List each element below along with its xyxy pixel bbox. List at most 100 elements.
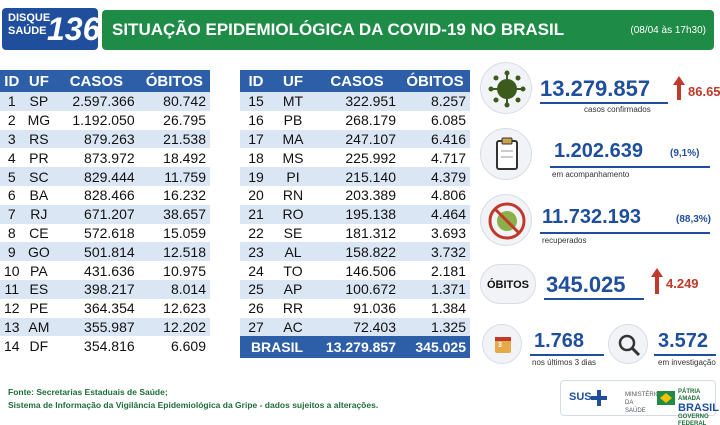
divider xyxy=(540,232,710,234)
cell-id: 6 xyxy=(0,185,24,205)
cell-obitos: 4.806 xyxy=(400,185,470,205)
cell-uf: BA xyxy=(23,185,55,205)
recuperados-caption: recuperados xyxy=(542,236,587,245)
header-uf: UF xyxy=(23,70,55,92)
cell-casos: 215.140 xyxy=(314,167,400,186)
cell-casos: 247.107 xyxy=(314,129,400,149)
cell-casos: 501.814 xyxy=(54,242,139,262)
cell-uf: RS xyxy=(23,129,55,149)
cell-obitos: 6.416 xyxy=(400,129,470,149)
acompanhamento-pct: (9,1%) xyxy=(670,148,700,159)
cell-obitos: 12.518 xyxy=(138,242,210,262)
stat-bottom: 3 1.768 nos últimos 3 dias 3.572 em inve… xyxy=(480,320,720,372)
cell-casos: 100.672 xyxy=(314,279,400,299)
cell-id: 9 xyxy=(0,242,24,262)
table-row: 25 AP 100.672 1.371 xyxy=(240,279,470,299)
table-row: 22 SE 181.312 3.693 xyxy=(240,223,470,243)
table-row: 11 ES 398.217 8.014 xyxy=(0,279,210,299)
recuperados-pct: (88,3%) xyxy=(676,214,712,225)
cell-id: 23 xyxy=(240,242,272,262)
logo-line2: SAÚDE xyxy=(8,25,47,37)
cell-casos: 879.263 xyxy=(54,129,139,149)
cell-obitos: 18.492 xyxy=(138,148,210,168)
cell-obitos: 26.795 xyxy=(138,110,210,130)
table-header-row: ID UF CASOS ÓBITOS xyxy=(0,70,210,92)
cell-uf: SP xyxy=(23,92,55,111)
cell-obitos: 16.232 xyxy=(138,185,210,205)
divider xyxy=(544,298,644,300)
table-row: 19 PI 215.140 4.379 xyxy=(240,167,470,186)
header-uf: UF xyxy=(272,70,314,92)
cell-uf: MS xyxy=(272,148,314,168)
table-row: 5 SC 829.444 11.759 xyxy=(0,167,210,186)
cell-obitos: 4.464 xyxy=(400,204,470,224)
calendar-number: 3 xyxy=(498,342,502,349)
cell-casos: 364.354 xyxy=(54,298,139,318)
confirmados-delta: 86.65 xyxy=(688,84,720,99)
table-row: 6 BA 828.466 16.232 xyxy=(0,185,210,205)
cell-id: 7 xyxy=(0,204,24,224)
cell-obitos: 3.693 xyxy=(400,223,470,243)
cell-uf: RJ xyxy=(23,204,55,224)
cell-id: 21 xyxy=(240,204,272,224)
title-bar: SITUAÇÃO EPIDEMIOLÓGICA DA COVID-19 NO B… xyxy=(102,10,714,50)
header-casos: CASOS xyxy=(314,70,400,92)
footer-line1: Fonte: Secretarias Estaduais de Saúde; xyxy=(8,387,168,397)
cell-id: 26 xyxy=(240,298,272,318)
cell-casos: 671.207 xyxy=(54,204,139,224)
arrow-up-icon xyxy=(655,276,659,294)
stat-obitos: ÓBITOS 345.025 4.249 xyxy=(480,264,720,308)
obitos-delta: 4.249 xyxy=(666,276,699,291)
footer-line2: Sistema de Informação da Vigilância Epid… xyxy=(8,400,379,410)
cell-obitos: 1.384 xyxy=(400,298,470,318)
cell-uf: AL xyxy=(272,242,314,262)
cell-uf: MT xyxy=(272,92,314,111)
table-row: 13 AM 355.987 12.202 xyxy=(0,317,210,337)
table-row: 24 TO 146.506 2.181 xyxy=(240,261,470,280)
cell-uf: SE xyxy=(272,223,314,243)
states-table-right: ID UF CASOS ÓBITOS 15 MT 322.951 8.257 16 PB 2… xyxy=(240,70,470,359)
patria-line3: GOVERNO FEDERAL xyxy=(678,414,709,425)
patria-line1: PÁTRIA AMADA xyxy=(678,389,701,402)
table-row: 10 PA 431.636 10.975 xyxy=(0,261,210,280)
cell-obitos: 80.742 xyxy=(138,92,210,111)
cell-id: 2 xyxy=(0,110,24,130)
cell-id: 19 xyxy=(240,167,272,186)
cell-id: 1 xyxy=(0,92,24,111)
table-row: 1 SP 2.597.366 80.742 xyxy=(0,92,210,111)
page-title: SITUAÇÃO EPIDEMIOLÓGICA DA COVID-19 NO B… xyxy=(112,20,565,39)
table-row: 26 RR 91.036 1.384 xyxy=(240,298,470,318)
table-row: 20 RN 203.389 4.806 xyxy=(240,185,470,205)
table-row: 3 RS 879.263 21.538 xyxy=(0,129,210,149)
acompanhamento-caption: em acompanhamento xyxy=(552,170,630,179)
cell-casos: 225.992 xyxy=(314,148,400,168)
header-casos: CASOS xyxy=(54,70,139,92)
total-obitos: 345.025 xyxy=(400,336,470,359)
states-table-left: ID UF CASOS ÓBITOS 1 SP 2.597.366 80.742 2 MG… xyxy=(0,70,210,356)
logo-text: DISQUE SAÚDE xyxy=(8,12,50,38)
divider xyxy=(530,354,604,356)
cell-uf: PA xyxy=(23,261,55,280)
table-row: 12 PE 364.354 12.623 xyxy=(0,298,210,318)
divider xyxy=(654,354,716,356)
investigacao-value: 3.572 xyxy=(658,330,709,352)
header-obitos: ÓBITOS xyxy=(138,70,210,92)
logo-number: 136 xyxy=(47,11,101,47)
cell-casos: 181.312 xyxy=(314,223,400,243)
cell-casos: 195.138 xyxy=(314,204,400,224)
government-logos: SUS MINISTÉRIO DA SAÚDE PÁTRIA AMADA BRA… xyxy=(560,380,719,425)
cell-id: 20 xyxy=(240,185,272,205)
cell-id: 24 xyxy=(240,261,272,280)
cell-id: 10 xyxy=(0,261,24,280)
cell-obitos: 6.609 xyxy=(138,336,210,356)
cell-obitos: 8.257 xyxy=(400,92,470,111)
cell-casos: 431.636 xyxy=(54,261,139,280)
cell-uf: GO xyxy=(23,242,55,262)
cell-casos: 2.597.366 xyxy=(54,92,139,111)
cell-casos: 873.972 xyxy=(54,148,139,168)
patria-line2: BRASIL xyxy=(678,402,719,414)
table-row: 9 GO 501.814 12.518 xyxy=(0,242,210,262)
clipboard-icon xyxy=(480,128,532,180)
cell-casos: 572.618 xyxy=(54,223,139,243)
stat-acompanhamento: 1.202.639 (9,1%) em acompanhamento xyxy=(480,126,720,182)
